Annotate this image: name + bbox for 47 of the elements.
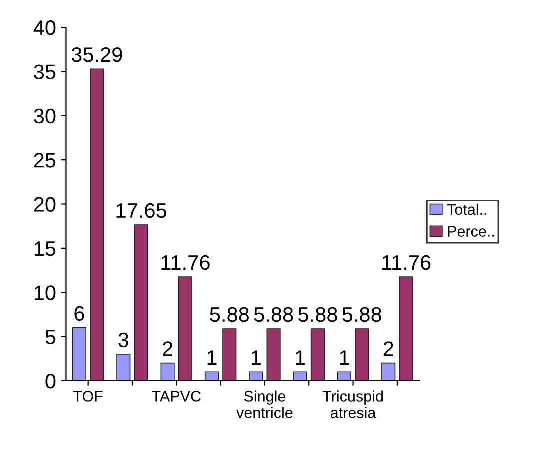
bar	[116, 354, 131, 381]
data-label: 11.76	[382, 255, 431, 270]
bar	[160, 362, 175, 381]
data-label: 3	[118, 332, 129, 348]
bar	[222, 328, 237, 381]
x-tick-label: TOF	[74, 391, 103, 402]
legend-label: Total..	[447, 204, 486, 216]
bar	[249, 372, 264, 381]
y-tick-label: 40	[34, 20, 56, 36]
data-label: 11.76	[162, 255, 210, 270]
data-label: 2	[384, 342, 394, 356]
y-tick-label: 0	[46, 374, 56, 389]
x-tick-label: Tricuspid atresia	[322, 390, 383, 418]
data-label: 1	[296, 350, 306, 366]
bar	[399, 276, 414, 381]
bar	[293, 372, 308, 381]
data-label: 35.29	[72, 48, 122, 62]
y-tick-label: 20	[34, 197, 56, 212]
bar	[266, 328, 281, 381]
bar	[310, 328, 325, 381]
data-label: 6	[74, 306, 84, 322]
data-label: 1	[252, 350, 261, 366]
x-tick-label: TAPVC	[152, 391, 201, 402]
data-label: 17.65	[116, 203, 167, 218]
data-label: 5.88	[342, 307, 382, 322]
y-tick-label: 35	[34, 64, 56, 80]
data-label: 1	[208, 350, 217, 366]
data-label: 2	[163, 342, 173, 356]
y-tick-label: 25	[34, 153, 56, 168]
y-tick-label: 5	[46, 330, 56, 345]
bar	[204, 372, 220, 381]
bar	[337, 372, 352, 381]
data-label: 5.88	[210, 307, 249, 322]
bar	[178, 276, 193, 381]
data-label: 5.88	[254, 307, 294, 322]
bar	[382, 362, 396, 381]
bar	[90, 68, 104, 381]
x-tick-label: Single ventricle	[236, 390, 293, 418]
data-label: 5.88	[298, 307, 338, 322]
y-tick-label: 15	[34, 242, 56, 256]
bar	[72, 328, 87, 381]
bar	[134, 224, 148, 381]
legend-label: Perce..	[448, 226, 494, 237]
y-tick-label: 10	[34, 286, 56, 300]
bar	[355, 328, 370, 381]
y-tick-label: 30	[34, 108, 56, 124]
data-label: 1	[340, 350, 350, 366]
